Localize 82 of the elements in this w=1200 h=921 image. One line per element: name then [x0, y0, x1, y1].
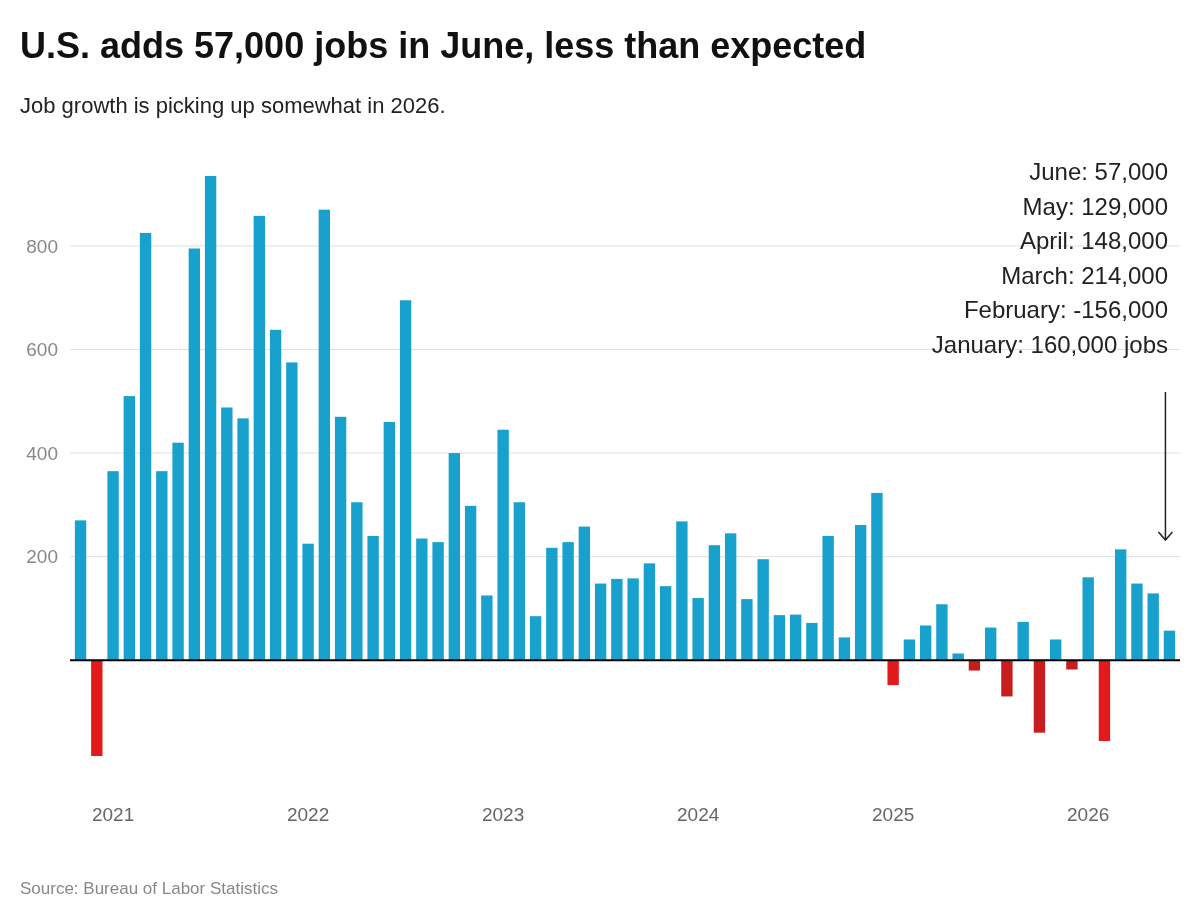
- bar: [156, 471, 168, 661]
- bar: [497, 429, 509, 661]
- bar: [253, 215, 266, 661]
- x-tick-label: 2025: [872, 804, 915, 826]
- bar: [1114, 549, 1127, 661]
- bar: [318, 209, 331, 661]
- bar: [139, 232, 152, 661]
- bar: [367, 535, 379, 661]
- bar: [594, 583, 607, 661]
- bar: [887, 660, 899, 686]
- bar: [741, 599, 753, 661]
- bar: [1017, 621, 1029, 661]
- bar: [513, 502, 526, 661]
- bar: [221, 407, 233, 661]
- y-tick-label: 400: [26, 442, 58, 464]
- bar: [302, 543, 314, 661]
- bar: [172, 442, 184, 661]
- bar: [773, 615, 786, 661]
- y-tick-label: 600: [26, 339, 58, 361]
- bar: [464, 505, 477, 661]
- bar: [708, 545, 721, 661]
- bar: [789, 614, 802, 661]
- bar: [351, 502, 363, 661]
- bar: [1163, 630, 1176, 661]
- x-tick-label: 2024: [676, 804, 720, 826]
- bar: [822, 535, 834, 661]
- x-tick-label: 2026: [1067, 804, 1110, 826]
- bar: [481, 595, 493, 661]
- bar: [643, 563, 656, 661]
- bar: [399, 300, 412, 661]
- bar: [1082, 577, 1094, 661]
- chart-subtitle: Job growth is picking up somewhat in 2026.: [20, 93, 446, 118]
- bar: [968, 660, 981, 671]
- bar: [806, 622, 818, 661]
- bar: [416, 538, 428, 661]
- x-tick-label: 2021: [91, 804, 135, 826]
- bar: [334, 416, 347, 661]
- y-tick-label: 200: [26, 546, 58, 568]
- bar: [578, 526, 591, 661]
- bar: [692, 598, 704, 661]
- bar: [838, 637, 851, 661]
- bar: [627, 578, 639, 661]
- bar: [237, 418, 249, 661]
- chart-title: U.S. adds 57,000 jobs in June, less than expected: [20, 25, 867, 66]
- bar: [383, 421, 396, 661]
- bar: [1049, 639, 1062, 661]
- bar: [91, 660, 103, 756]
- x-tick-label: 2023: [481, 804, 525, 826]
- bar: [123, 396, 136, 661]
- bar: [724, 533, 737, 661]
- bar: [448, 453, 461, 661]
- bar: [919, 625, 932, 661]
- y-tick-label: 800: [26, 235, 58, 257]
- bar: [659, 586, 672, 661]
- source-note: Source: Bureau of Labor Statistics: [20, 879, 278, 898]
- bar: [611, 578, 623, 661]
- bar: [74, 520, 87, 661]
- bar: [676, 521, 688, 661]
- bar: [1033, 660, 1046, 733]
- bar: [188, 248, 201, 661]
- bar: [757, 559, 769, 661]
- bar: [1066, 660, 1078, 670]
- bar: [903, 639, 916, 661]
- bar: [1131, 583, 1143, 661]
- bar: [562, 542, 574, 661]
- bar: [871, 492, 883, 661]
- bar: [529, 616, 542, 661]
- bar: [854, 525, 867, 661]
- bar: [1001, 660, 1013, 697]
- bar: [936, 604, 948, 661]
- bar: [546, 547, 558, 661]
- bar: [952, 653, 964, 661]
- bar: [204, 176, 217, 661]
- bar: [1147, 593, 1159, 661]
- x-tick-label: 2022: [286, 804, 330, 826]
- bar: [1098, 660, 1111, 741]
- bar: [984, 627, 997, 661]
- annotation: June: 57,000 May: 129,000 April: 148,000 March: 214,000 February: -156,000 January: 160,000 jobs: [931, 158, 1168, 358]
- bar: [269, 329, 282, 661]
- bar: [286, 362, 298, 661]
- bar: [107, 471, 119, 661]
- bar: [432, 542, 444, 661]
